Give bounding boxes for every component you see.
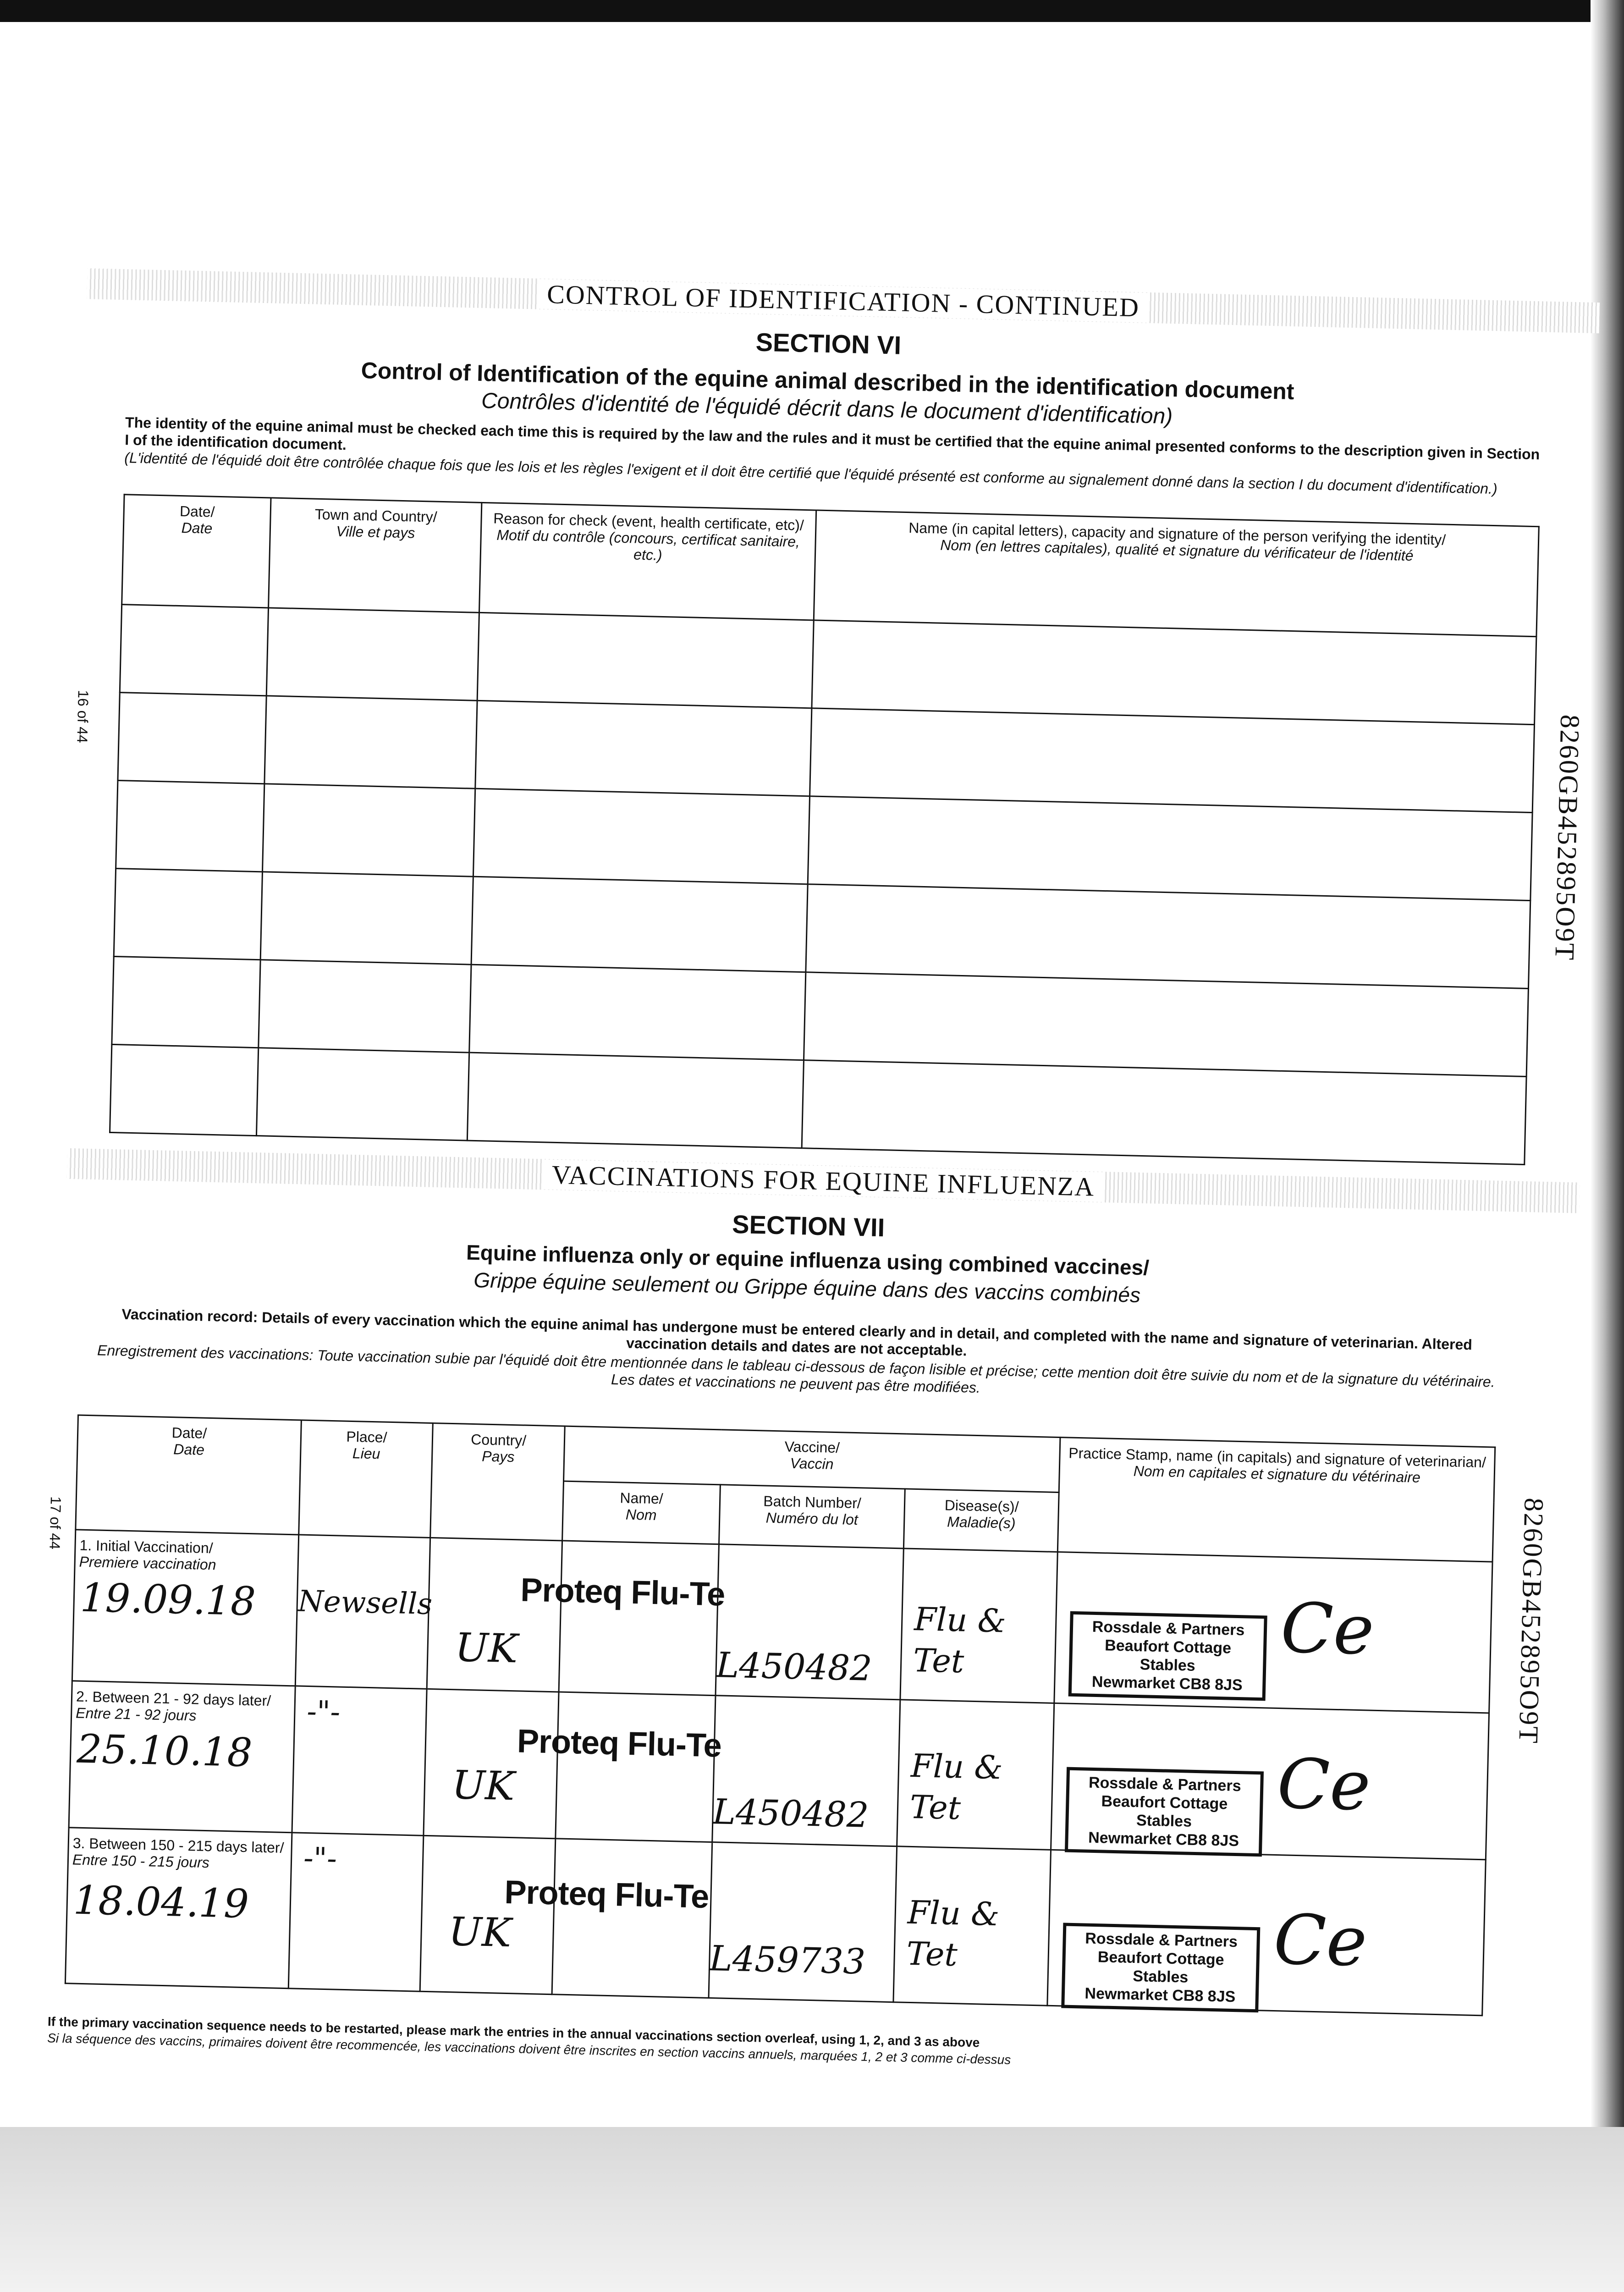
row2-batch: L450482	[712, 1791, 870, 1835]
row3-batch: L459733	[709, 1938, 866, 1982]
row1-disease: Flu & Tet	[913, 1600, 1007, 1680]
page-number-16: 16 of 44	[74, 689, 92, 744]
row2-country: UK	[451, 1762, 515, 1810]
col-date: Date/Date	[75, 1415, 301, 1535]
row1-batch: L450482	[716, 1644, 873, 1689]
col-vaccine-name: Name/Nom	[562, 1481, 721, 1544]
row3-place: -"-	[303, 1841, 337, 1876]
row2-vaccine: Proteq Flu-Te	[517, 1723, 722, 1764]
row2-date: 25.10.18	[76, 1726, 253, 1776]
scan-top-edge	[0, 0, 1624, 22]
page-number-17: 17 of 44	[46, 1496, 64, 1550]
vet-signature-3: Ce	[1272, 1900, 1368, 1982]
row1-place: Newsells	[297, 1584, 433, 1622]
col-verifier: Name (in capital letters), capacity and …	[814, 510, 1539, 637]
col-stamp: Practice Stamp, name (in capitals) and s…	[1057, 1437, 1495, 1562]
row1-country: UK	[454, 1625, 518, 1672]
practice-stamp-1: Rossdale & Partners Beaufort Cottage Stab…	[1068, 1611, 1267, 1701]
col-place: Place/Lieu	[298, 1420, 433, 1538]
document-id-2: 8260GB452895O9T	[1513, 1497, 1549, 1745]
col-disease: Disease(s)/Maladie(s)	[903, 1488, 1059, 1552]
vet-signature-1: Ce	[1280, 1588, 1375, 1670]
row3-country: UK	[448, 1909, 512, 1956]
col-town: Town and Country/Ville et pays	[268, 498, 482, 613]
row3-vaccine: Proteq Flu-Te	[504, 1873, 710, 1915]
vaccination-row-3: 3. Between 150 - 215 days later/Entre 15…	[65, 1827, 1486, 2016]
scan-bottom-edge	[0, 2127, 1624, 2292]
row3-disease: Flu & Tet	[906, 1893, 1000, 1974]
col-reason: Reason for check (event, health certific…	[479, 502, 816, 620]
document-id-1: 8260GB452895O9T	[1549, 714, 1585, 962]
row1-vaccine: Proteq Flu-Te	[520, 1571, 726, 1613]
row2-disease: Flu & Tet	[909, 1747, 1003, 1827]
row3-date: 18.04.19	[72, 1877, 250, 1928]
passport-page: CONTROL OF IDENTIFICATION - CONTINUED SE…	[46, 268, 1600, 2067]
practice-stamp-3: Rossdale & Partners Beaufort Cottage Stab…	[1061, 1923, 1261, 2013]
scan-right-edge	[1591, 0, 1624, 2127]
row2-place: -"-	[306, 1694, 341, 1730]
practice-stamp-2: Rossdale & Partners Beaufort Cottage Stab…	[1064, 1767, 1264, 1857]
identity-check-table: Date/Date Town and Country/Ville et pays…	[109, 494, 1540, 1165]
col-batch: Batch Number/Numéro du lot	[719, 1484, 905, 1548]
vet-signature-2: Ce	[1276, 1744, 1371, 1826]
row1-date: 19.09.18	[79, 1575, 256, 1625]
col-country: Country/Pays	[430, 1423, 565, 1541]
col-date: Date/Date	[121, 494, 271, 608]
